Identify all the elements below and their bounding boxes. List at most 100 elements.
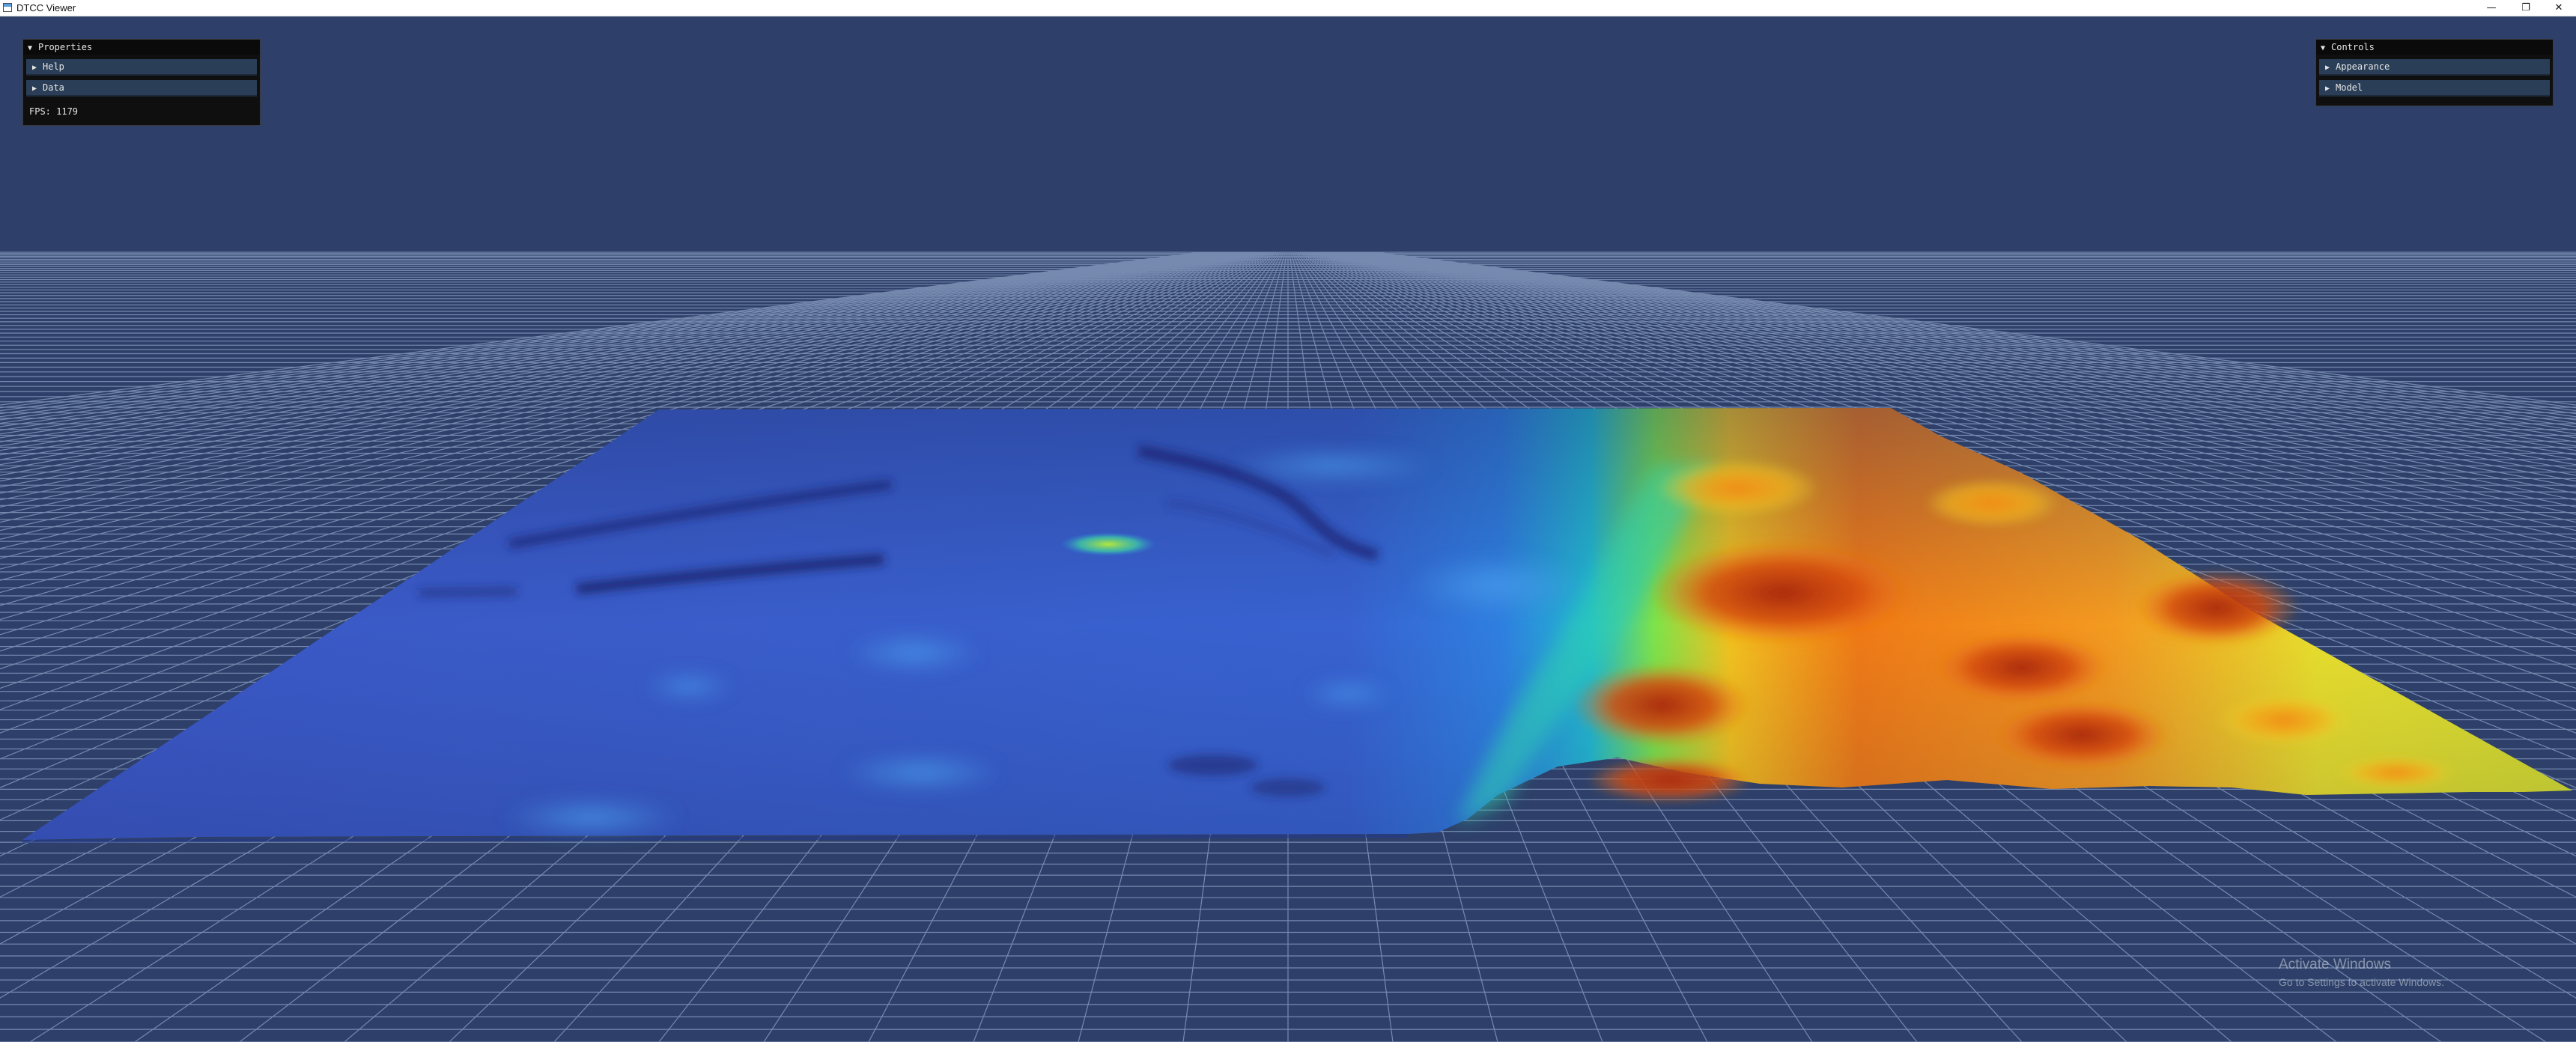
properties-panel-title[interactable]: ▼ Properties <box>23 40 260 55</box>
grid-line <box>0 252 1260 760</box>
app-icon <box>3 3 12 12</box>
model-section-header[interactable]: ▶ Model <box>2319 80 2550 97</box>
grid-line <box>1317 252 2576 734</box>
properties-panel: ▼ Properties ▶ Help ▶ Data FPS: 1179 <box>22 39 261 126</box>
help-label: Help <box>43 61 64 72</box>
grid-line <box>0 252 1215 439</box>
controls-title-label: Controls <box>2331 42 2375 52</box>
fps-counter: FPS: 1179 <box>29 106 79 117</box>
grid-line <box>1371 252 2576 415</box>
controls-panel-title[interactable]: ▼ Controls <box>2316 40 2553 55</box>
collapse-arrow-icon[interactable]: ▼ <box>2321 44 2326 52</box>
properties-title-label: Properties <box>38 42 93 52</box>
grid-line <box>1321 252 2576 670</box>
window-title: DTCC Viewer <box>16 2 76 13</box>
grid-line <box>0 252 1211 427</box>
grid-line <box>1349 252 2576 476</box>
grid-line <box>1345 252 2576 494</box>
terrain-mesh <box>22 408 2572 843</box>
grid-line <box>1363 252 2576 435</box>
grid-line <box>1357 252 2576 451</box>
grid-line <box>0 252 1233 501</box>
grid-line <box>1370 252 2576 418</box>
grid-line <box>0 252 1227 476</box>
data-section-header[interactable]: ▶ Data <box>26 80 257 97</box>
expand-arrow-icon: ▶ <box>32 85 37 93</box>
grid-line <box>1361 252 2576 439</box>
grid-line <box>0 252 1212 431</box>
grid-line <box>0 252 1209 424</box>
collapse-arrow-icon[interactable]: ▼ <box>28 44 33 52</box>
grid-line <box>0 252 1200 406</box>
terrain-ridges <box>419 445 1379 796</box>
grid-line <box>1364 252 2576 431</box>
grid-line <box>0 252 1245 570</box>
appearance-label: Appearance <box>2336 61 2390 72</box>
grid-line <box>1348 252 2576 482</box>
grid-line <box>0 252 1246 581</box>
grid-line <box>0 252 1240 540</box>
scene-canvas[interactable] <box>0 16 2576 1042</box>
grid-line <box>0 252 1213 435</box>
appearance-section-header[interactable]: ▶ Appearance <box>2319 59 2550 76</box>
grid-line <box>0 252 1230 488</box>
terrain-bump <box>1060 532 1157 556</box>
grid-line <box>1368 252 2576 421</box>
grid-line <box>0 252 1252 636</box>
grid-line <box>1320 252 2576 689</box>
terrain-light-patches <box>502 449 1588 836</box>
grid-line <box>1328 252 2576 594</box>
grid-line <box>1342 252 2576 508</box>
grid-line <box>0 252 1216 442</box>
grid-line <box>0 252 1203 412</box>
watermark-subtitle: Go to Settings to activate Windows. <box>2279 976 2444 988</box>
grid-line <box>1367 252 2576 424</box>
grid-line <box>0 252 1243 559</box>
grid-line <box>1373 252 2576 412</box>
grid-line <box>0 252 1256 689</box>
grid-line <box>0 252 1219 451</box>
minimize-button[interactable]: — <box>2486 2 2497 13</box>
grid-line <box>1330 252 2576 581</box>
grid-line <box>1340 252 2576 515</box>
help-section-header[interactable]: ▶ Help <box>26 59 257 76</box>
grid-line <box>0 252 1255 670</box>
grid-line <box>1365 252 2576 427</box>
grid-line <box>0 252 1242 549</box>
grid-line <box>1334 252 2576 549</box>
grid-line <box>0 252 1234 508</box>
grid-line <box>0 252 1225 471</box>
controls-panel: ▼ Controls ▶ Appearance ▶ Model <box>2315 39 2554 106</box>
grid-line <box>1343 252 2576 501</box>
grid-line <box>1374 252 2576 409</box>
grid-line <box>0 252 1239 531</box>
grid-line <box>1346 252 2576 488</box>
grid-line <box>1324 252 2576 636</box>
grid-line <box>0 252 1202 409</box>
grid-line <box>0 252 1249 606</box>
grid-line <box>0 252 1222 460</box>
close-button[interactable]: ✕ <box>2554 2 2563 13</box>
grid-line <box>1376 252 2576 406</box>
grid-line <box>0 252 1248 594</box>
terrain-hills <box>1573 460 2456 802</box>
grid-line <box>0 252 1254 652</box>
grid-line <box>0 252 1237 523</box>
grid-line <box>1337 252 2576 531</box>
grid-line <box>1360 252 2576 442</box>
grid-line <box>1355 252 2576 456</box>
grid-line <box>1354 252 2576 460</box>
grid-line <box>1358 252 2576 447</box>
grid-line <box>1351 252 2576 471</box>
title-bar[interactable]: DTCC Viewer — ❐ ✕ <box>0 0 2576 16</box>
grid-line <box>0 252 1259 734</box>
grid-line <box>1331 252 2576 570</box>
model-label: Model <box>2336 82 2363 93</box>
grid-line <box>0 252 1205 415</box>
maximize-button[interactable]: ❐ <box>2521 2 2530 13</box>
grid-line <box>1333 252 2576 559</box>
grid-line <box>1322 252 2576 652</box>
expand-arrow-icon: ▶ <box>32 64 37 72</box>
3d-viewport[interactable] <box>0 16 2576 1042</box>
